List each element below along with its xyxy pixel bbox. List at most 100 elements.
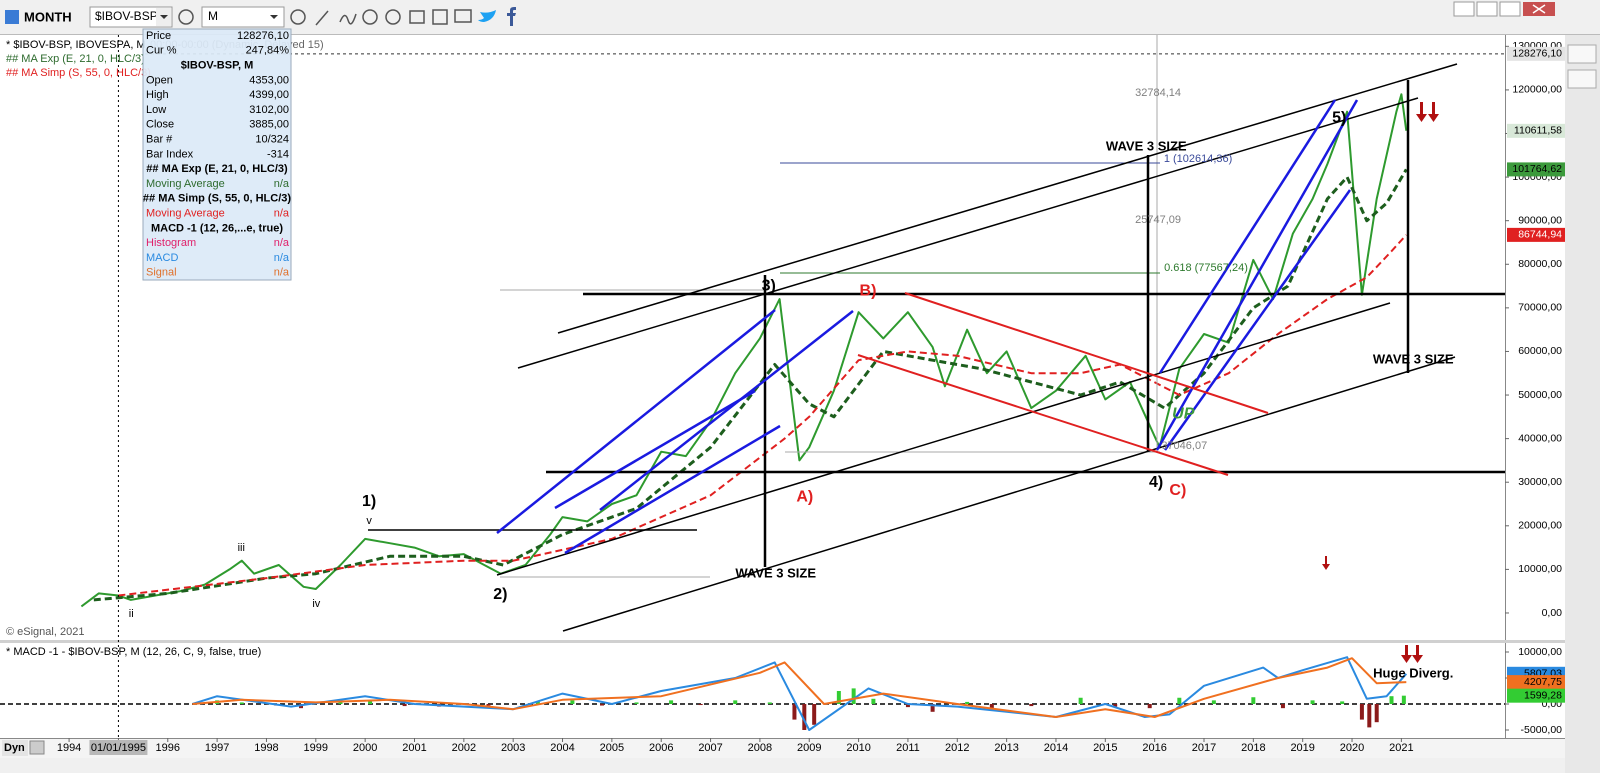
play-button[interactable] xyxy=(362,9,378,25)
annotation: WAVE 3 SIZE xyxy=(735,565,816,580)
data-window-label: Moving Average xyxy=(146,208,225,220)
x-tick-label: 2012 xyxy=(945,742,969,754)
data-window-value: n/a xyxy=(274,208,290,220)
data-window-label: Histogram xyxy=(146,237,196,249)
draw-curve-button[interactable] xyxy=(339,13,357,25)
down-arrow xyxy=(1401,645,1412,663)
histogram-bar xyxy=(836,690,841,704)
eraser-button[interactable] xyxy=(409,10,425,24)
annotations: 1) v iii iv ii 2) 3) B) A) 4) C) 5) WAVE 3 SIZE WAVE … xyxy=(129,87,1454,680)
y-tick-label: 80000,00 xyxy=(1518,258,1562,270)
last-value-box xyxy=(1507,688,1565,703)
data-window-value: 247,84% xyxy=(246,45,290,57)
down-arrow xyxy=(1322,556,1330,570)
zoom-button[interactable] xyxy=(29,740,45,755)
histogram-bar xyxy=(1401,695,1406,704)
series-line xyxy=(192,657,1407,718)
interval-select[interactable] xyxy=(201,6,285,28)
histogram-bar xyxy=(698,703,703,706)
series-line xyxy=(192,656,1408,731)
mode-button[interactable] xyxy=(2,740,28,756)
scroll-button[interactable] xyxy=(1567,44,1597,64)
data-window-header: $IBOV-BSP, M xyxy=(181,60,254,72)
x-tick-label: 2007 xyxy=(698,742,722,754)
comment-button[interactable] xyxy=(454,9,472,23)
facebook-button[interactable] xyxy=(507,7,516,26)
histogram-bar xyxy=(1374,703,1379,723)
help-button[interactable] xyxy=(1453,1,1475,17)
annotation: ii xyxy=(129,608,134,620)
data-window-value: n/a xyxy=(274,267,290,279)
last-value-label: 86744,94 xyxy=(1518,229,1562,241)
histogram-bar xyxy=(1147,703,1152,709)
annotation: iv xyxy=(312,598,320,610)
symbol-text: $IBOV-BSP xyxy=(95,9,158,23)
maximize-button[interactable] xyxy=(1499,1,1521,17)
time-button[interactable] xyxy=(290,9,306,25)
channel-line xyxy=(857,354,1229,476)
x-tick-label: 2018 xyxy=(1241,742,1265,754)
scroll-button[interactable] xyxy=(1567,69,1597,89)
histogram-bar xyxy=(669,700,674,704)
histogram-bar xyxy=(733,700,738,704)
histogram-bar xyxy=(1113,703,1118,707)
annotation: B) xyxy=(860,282,877,299)
cursor-label-box xyxy=(89,740,148,755)
histogram-bar xyxy=(1389,696,1394,704)
interval-text: M xyxy=(208,9,218,23)
minimize-button[interactable] xyxy=(1476,1,1498,17)
histogram-bar xyxy=(1359,703,1364,720)
data-window-label: Bar Index xyxy=(146,148,194,160)
y-tick-label: 10000,00 xyxy=(1518,646,1562,658)
down-arrow xyxy=(1428,102,1439,122)
data-window-header: MACD -1 (12, 26,...e, true) xyxy=(151,222,283,234)
channel-line xyxy=(599,310,854,511)
histogram-bar xyxy=(905,703,910,708)
last-value-label: 110611,58 xyxy=(1514,125,1562,137)
histogram-bar xyxy=(930,703,935,712)
alert-button[interactable] xyxy=(385,9,401,25)
data-window-label: High xyxy=(146,89,169,101)
last-value-box xyxy=(1507,123,1565,138)
twitter-button[interactable] xyxy=(478,10,496,22)
trend-line xyxy=(557,63,1458,334)
x-tick-label: 1994 xyxy=(57,742,81,754)
histogram-bar xyxy=(239,702,244,704)
histogram-bar xyxy=(851,688,856,704)
y-tick-label: 90000,00 xyxy=(1518,214,1562,226)
last-value-box xyxy=(1507,227,1565,242)
histogram-bar xyxy=(792,703,797,720)
x-tick-label: 1996 xyxy=(156,742,180,754)
mode-label: Dyn xyxy=(4,742,25,754)
histogram-bar xyxy=(767,702,772,704)
x-tick-label: 01/01/1995 xyxy=(91,742,146,754)
channel-line xyxy=(564,424,781,555)
settings-button[interactable] xyxy=(178,9,194,25)
y-tick-label: -5000,00 xyxy=(1521,724,1563,736)
draw-line-button[interactable] xyxy=(315,10,329,26)
macd-drawings xyxy=(1401,645,1423,663)
y-tick-label: 60000,00 xyxy=(1518,345,1562,357)
x-tick-label: 2003 xyxy=(501,742,525,754)
annotation: 4) xyxy=(1149,474,1163,491)
y-tick-label: 10000,00 xyxy=(1518,563,1562,575)
pane-title: * MACD -1 - $IBOV-BSP, M (12, 26, C, 9, … xyxy=(6,646,261,658)
trend-line xyxy=(517,97,1419,369)
link-button[interactable] xyxy=(432,9,448,25)
channel-line xyxy=(496,309,776,534)
data-window-value: n/a xyxy=(274,237,290,249)
histogram-bar xyxy=(634,702,639,704)
annotation: 2) xyxy=(493,586,507,603)
dropdown-arrow xyxy=(160,15,168,19)
symbol-legend: * $IBOV-BSP, IBOVESPA, M xyxy=(6,39,146,51)
x-tick-label: 2010 xyxy=(846,742,870,754)
symbol-input[interactable] xyxy=(89,6,173,28)
histogram-bar xyxy=(368,701,373,704)
annotation: 25747,09 xyxy=(1135,214,1181,226)
data-window-value: 3102,00 xyxy=(249,104,289,116)
histogram-bar xyxy=(989,703,994,709)
copyright: © eSignal, 2021 xyxy=(6,626,84,638)
down-arrow xyxy=(1412,645,1423,663)
histogram-bar xyxy=(1340,701,1345,704)
